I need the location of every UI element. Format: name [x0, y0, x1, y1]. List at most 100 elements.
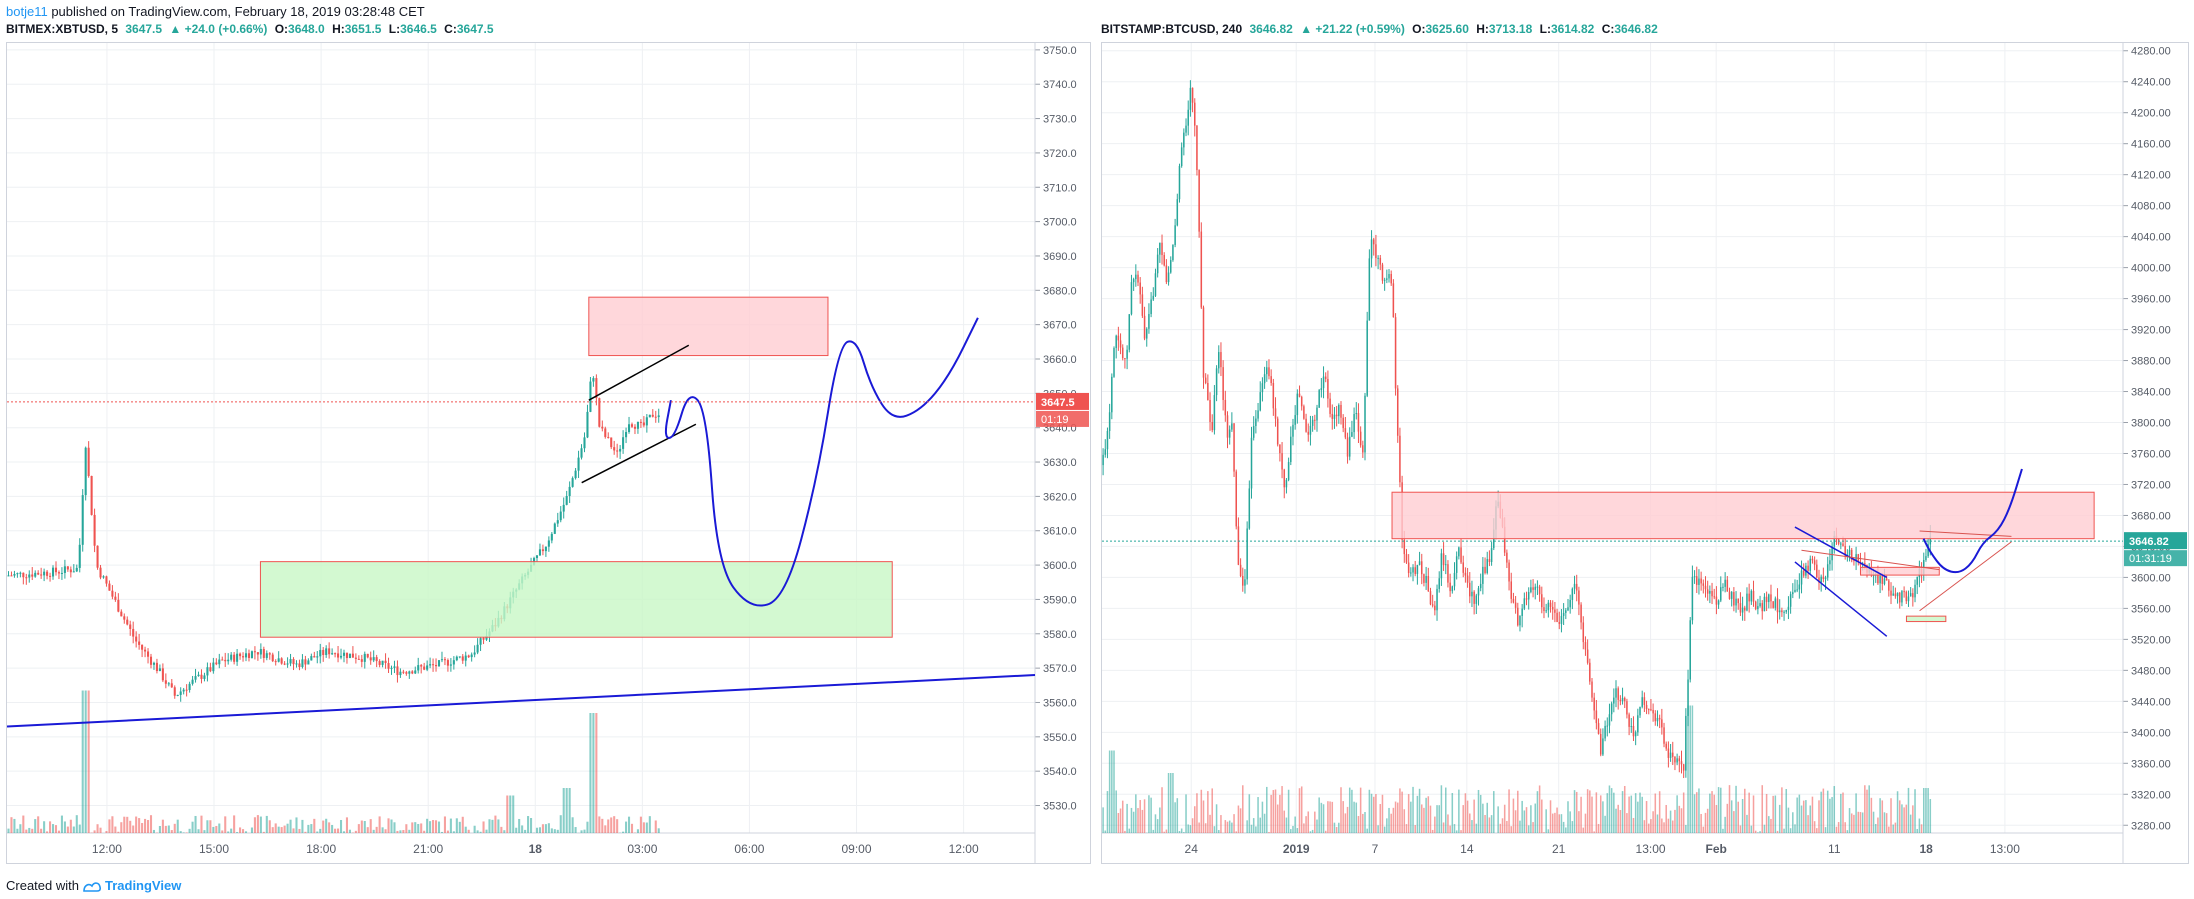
y-tick-label: 3560.00 — [2131, 603, 2171, 615]
candle-body — [188, 683, 191, 691]
candle-body — [1565, 610, 1567, 613]
tradingview-brand[interactable]: TradingView — [104, 878, 182, 893]
volume-bar — [1185, 794, 1187, 833]
right-close: 3646.82 — [1614, 22, 1658, 36]
volume-bar — [384, 829, 387, 833]
candle-body — [1255, 418, 1257, 427]
volume-bar — [1547, 829, 1550, 833]
candle-body — [1510, 581, 1513, 599]
volume-bar — [105, 831, 108, 833]
author-link[interactable]: botje11 — [6, 4, 48, 19]
volume-bar — [1621, 791, 1624, 833]
volume-bar — [1250, 824, 1253, 833]
candle-body — [152, 662, 156, 665]
candle-body — [1844, 546, 1846, 556]
candle-body — [1850, 549, 1853, 561]
volume-bar — [1536, 791, 1539, 833]
candle-body — [1276, 418, 1279, 445]
candle-body — [1746, 593, 1748, 611]
volume-bar — [1455, 830, 1458, 833]
x-tick-label: 13:00 — [1990, 842, 2020, 856]
volume-bar — [1853, 814, 1855, 833]
volume-bar — [1444, 787, 1447, 833]
candle-body — [161, 668, 164, 681]
volume-bar — [1215, 804, 1218, 833]
volume-bar — [271, 827, 274, 833]
volume-bar — [1800, 805, 1803, 833]
candle-body — [642, 422, 645, 426]
left-chart-svg[interactable]: 3750.0 3740.0 3730.0 3720.0 3710.0 3700.0 3690… — [7, 43, 1090, 863]
volume-bar — [1717, 787, 1720, 833]
y-tick-label: 3520.00 — [2131, 634, 2171, 646]
x-tick-label: 24 — [1185, 842, 1199, 856]
candle-body — [265, 653, 268, 658]
volume-bar — [1530, 805, 1532, 833]
volume-bar — [301, 819, 304, 833]
candle-body — [1311, 419, 1314, 426]
right-chart-panel[interactable]: 4280.00 4240.00 4200.00 4160.00 4120.00 4080.… — [1101, 42, 2189, 864]
candle-body — [1853, 560, 1855, 562]
left-change: ▲ +24.0 (+0.66%) — [169, 22, 268, 36]
volume-bar — [1464, 793, 1467, 833]
volume-bar — [141, 823, 144, 833]
candle-body — [1641, 697, 1643, 707]
volume-bar — [1711, 791, 1713, 833]
candle-body — [1228, 429, 1231, 438]
candle-body — [1316, 407, 1318, 421]
candle-body — [1722, 586, 1724, 588]
volume-bar — [1287, 789, 1290, 833]
volume-bar — [565, 788, 568, 833]
candle-body — [197, 674, 200, 677]
volume-bar — [1589, 790, 1591, 833]
right-chart-svg[interactable]: 4280.00 4240.00 4200.00 4160.00 4120.00 4080.… — [1102, 43, 2188, 863]
volume-bar — [108, 819, 111, 833]
volume-bar — [1462, 805, 1464, 833]
volume-bar — [316, 831, 319, 833]
volume-bar — [1191, 818, 1194, 833]
candle-body — [1242, 576, 1244, 586]
volume-bar — [1925, 788, 1927, 833]
candle-body — [1412, 567, 1414, 573]
countdown-badge — [1036, 410, 1089, 427]
candle-body — [1925, 556, 1927, 561]
volume-bar — [1787, 807, 1790, 833]
volume-bar — [1270, 794, 1272, 833]
volume-bar — [221, 830, 224, 833]
volume-bar — [1650, 819, 1652, 833]
candle-body — [1394, 317, 1397, 389]
left-symbol: BITMEX:XBTUSD, 5 — [6, 22, 119, 36]
volume-bar — [1639, 792, 1641, 833]
candle-body — [1534, 586, 1537, 590]
volume-bar — [348, 829, 351, 833]
supply-zone — [588, 296, 829, 357]
volume-bar — [1918, 818, 1921, 833]
candle-body — [1901, 591, 1903, 603]
candle-body — [1204, 377, 1207, 384]
candle-body — [227, 659, 230, 662]
volume-bar — [1864, 785, 1866, 833]
volume-bar — [595, 713, 598, 833]
candle-body — [1619, 699, 1622, 702]
candle-body — [342, 652, 346, 656]
volume-bar — [1172, 773, 1174, 833]
left-open: 3648.0 — [288, 22, 325, 36]
volume-bar — [253, 817, 256, 833]
volume-bar — [645, 822, 648, 833]
candle-body — [339, 655, 343, 658]
volume-bar — [360, 820, 363, 833]
candle-body — [1290, 436, 1292, 463]
volume-bar — [1261, 801, 1264, 833]
candle-body — [1362, 445, 1364, 453]
y-tick-label: 3720.0 — [1043, 148, 1077, 160]
left-chart-panel[interactable]: 3750.0 3740.0 3730.0 3720.0 3710.0 3700.0 3690… — [6, 42, 1091, 864]
candle-body — [1427, 576, 1430, 592]
y-tick-label: 3610.0 — [1043, 526, 1077, 538]
candle-body — [1124, 358, 1126, 360]
volume-bar — [586, 821, 589, 833]
volume-bar — [1892, 824, 1894, 833]
candle-body — [1141, 294, 1144, 316]
volume-bar — [1469, 813, 1471, 833]
candle-body — [1172, 244, 1174, 261]
candle-body — [1117, 335, 1120, 341]
candle-body — [1357, 413, 1360, 432]
